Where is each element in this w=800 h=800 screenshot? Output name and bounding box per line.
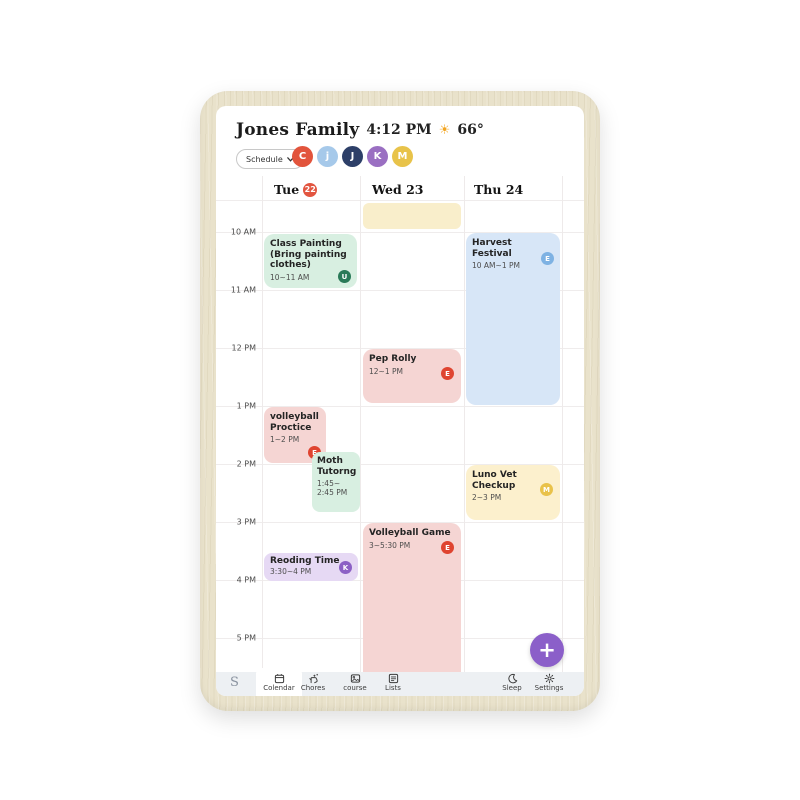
grid-line — [216, 232, 584, 233]
time-label: 4 PM — [236, 575, 256, 585]
grid-line — [216, 522, 584, 523]
moon-icon — [507, 673, 517, 684]
photo-icon — [350, 674, 360, 683]
event-pep-rolly[interactable]: Pep Rolly 12~1 PM E — [363, 349, 461, 403]
grid-line — [216, 290, 584, 291]
event-title: Volleyball Game — [369, 528, 451, 538]
grid-line — [262, 176, 263, 672]
event-time: 2~3 PM — [472, 493, 502, 502]
grid-line — [562, 176, 563, 672]
avatar[interactable]: J — [342, 146, 363, 167]
event-class-painting[interactable]: Class Painting (Bring painting clothes) … — [264, 234, 357, 288]
gear-icon — [544, 673, 554, 684]
add-event-fab-button[interactable]: + — [530, 633, 564, 667]
event-title: Harvest Festival — [472, 238, 512, 259]
nav-tab-label: Settings — [534, 684, 564, 692]
family-member-avatars: C j J K M — [292, 146, 413, 167]
hand-sparkle-icon — [308, 673, 318, 684]
event-time: 3~5:30 PM — [369, 540, 411, 550]
event-member-badge: U — [338, 270, 351, 283]
device-screen: Jones Family 4:12 PM ☀ 66° Schedule C j … — [216, 106, 584, 696]
nav-tab-label: Sleep — [502, 684, 522, 692]
event-reoding-time[interactable]: Reoding Time 3:30~4 PM K — [264, 553, 358, 581]
grid-line — [360, 176, 361, 672]
grid-line — [216, 200, 584, 201]
time-label: 5 PM — [236, 633, 256, 643]
day-header-tue[interactable]: Tue 22 — [274, 182, 318, 197]
event-member-badge: E — [441, 541, 454, 554]
event-volleyball-game[interactable]: Volleyball Game 3~5:30 PM E — [363, 523, 461, 672]
grid-line — [216, 348, 584, 349]
time-label: 3 PM — [236, 517, 256, 527]
day-label: Thu 24 — [474, 182, 524, 197]
event-harvest-festival[interactable]: Harvest Festival 10 AM~1 PM E — [466, 233, 560, 405]
event-title: Reoding Time — [270, 556, 340, 566]
time-label: 10 AM — [230, 227, 256, 237]
day-header-thu[interactable]: Thu 24 — [474, 182, 523, 197]
time-label: 11 AM — [230, 285, 256, 295]
all-day-event-block[interactable] — [363, 203, 461, 229]
nav-tab-label: course — [343, 684, 367, 692]
grid-line — [216, 464, 584, 465]
nav-tab-settings[interactable]: Settings — [529, 673, 569, 692]
nav-tab-label: Colendar — [263, 684, 295, 692]
nav-tab-course[interactable]: course — [335, 673, 375, 692]
grid-line — [464, 176, 465, 672]
avatar[interactable]: M — [392, 146, 413, 167]
event-title: volleyball Proctice — [270, 412, 319, 433]
nav-tab-calendar[interactable]: Colendar — [259, 673, 299, 692]
event-member-badge: M — [540, 483, 553, 496]
event-title: Pep Rolly — [369, 354, 417, 364]
event-member-badge: E — [541, 252, 554, 265]
nav-tab-lists[interactable]: Lists — [373, 673, 413, 692]
brand-logo: S — [230, 675, 239, 690]
time-label: 2 PM — [236, 459, 256, 469]
list-icon — [388, 673, 398, 684]
schedule-dropdown-label: Schedule — [246, 154, 283, 164]
temperature-value: 66° — [457, 122, 484, 138]
time-label: 12 PM — [231, 343, 256, 353]
event-title: Luno Vet Checkup — [472, 470, 517, 491]
event-luno-vet-checkup[interactable]: Luno Vet Checkup 2~3 PM M — [466, 465, 560, 520]
event-time: 10 AM~1 PM — [472, 261, 520, 270]
event-time: 3:30~4 PM — [270, 566, 312, 576]
event-time: 1~2 PM — [270, 435, 300, 444]
calendar-icon — [274, 674, 284, 684]
event-time: 12~1 PM — [369, 366, 403, 376]
nav-tab-chores[interactable]: Chores — [293, 673, 333, 692]
event-member-badge: E — [441, 367, 454, 380]
family-name-title: Jones Family — [236, 120, 360, 140]
day-label: Wed 23 — [372, 182, 424, 197]
avatar[interactable]: C — [292, 146, 313, 167]
event-member-badge: K — [339, 561, 352, 574]
day-header-wed[interactable]: Wed 23 — [372, 182, 423, 197]
event-moth-tutorng[interactable]: Moth Tutorng 1:45~ 2:45 PM — [312, 452, 360, 512]
event-time: 10~11 AM — [270, 272, 310, 282]
event-title: Class Painting (Bring painting clothes) — [270, 239, 347, 270]
sun-weather-icon: ☀ — [438, 122, 451, 138]
time-label: 1 PM — [236, 401, 256, 411]
event-time: 1:45~ 2:45 PM — [317, 479, 348, 497]
day-label: Tue — [274, 182, 300, 197]
nav-tab-sleep[interactable]: Sleep — [492, 673, 532, 692]
nav-tab-label: Lists — [385, 684, 401, 692]
avatar[interactable]: K — [367, 146, 388, 167]
clock-time: 4:12 PM — [366, 122, 432, 138]
event-title: Moth Tutorng — [317, 456, 357, 477]
avatar[interactable]: j — [317, 146, 338, 167]
nav-tab-label: Chores — [300, 684, 326, 692]
event-volleyball-proctice[interactable]: volleyball Proctice 1~2 PM E — [264, 407, 326, 463]
grid-line — [216, 406, 584, 407]
smart-calendar-device-frame: Jones Family 4:12 PM ☀ 66° Schedule C j … — [200, 91, 600, 711]
today-date-badge: 22 — [303, 182, 318, 197]
header: Jones Family 4:12 PM ☀ 66° — [236, 118, 484, 142]
active-tab-background — [256, 668, 302, 696]
